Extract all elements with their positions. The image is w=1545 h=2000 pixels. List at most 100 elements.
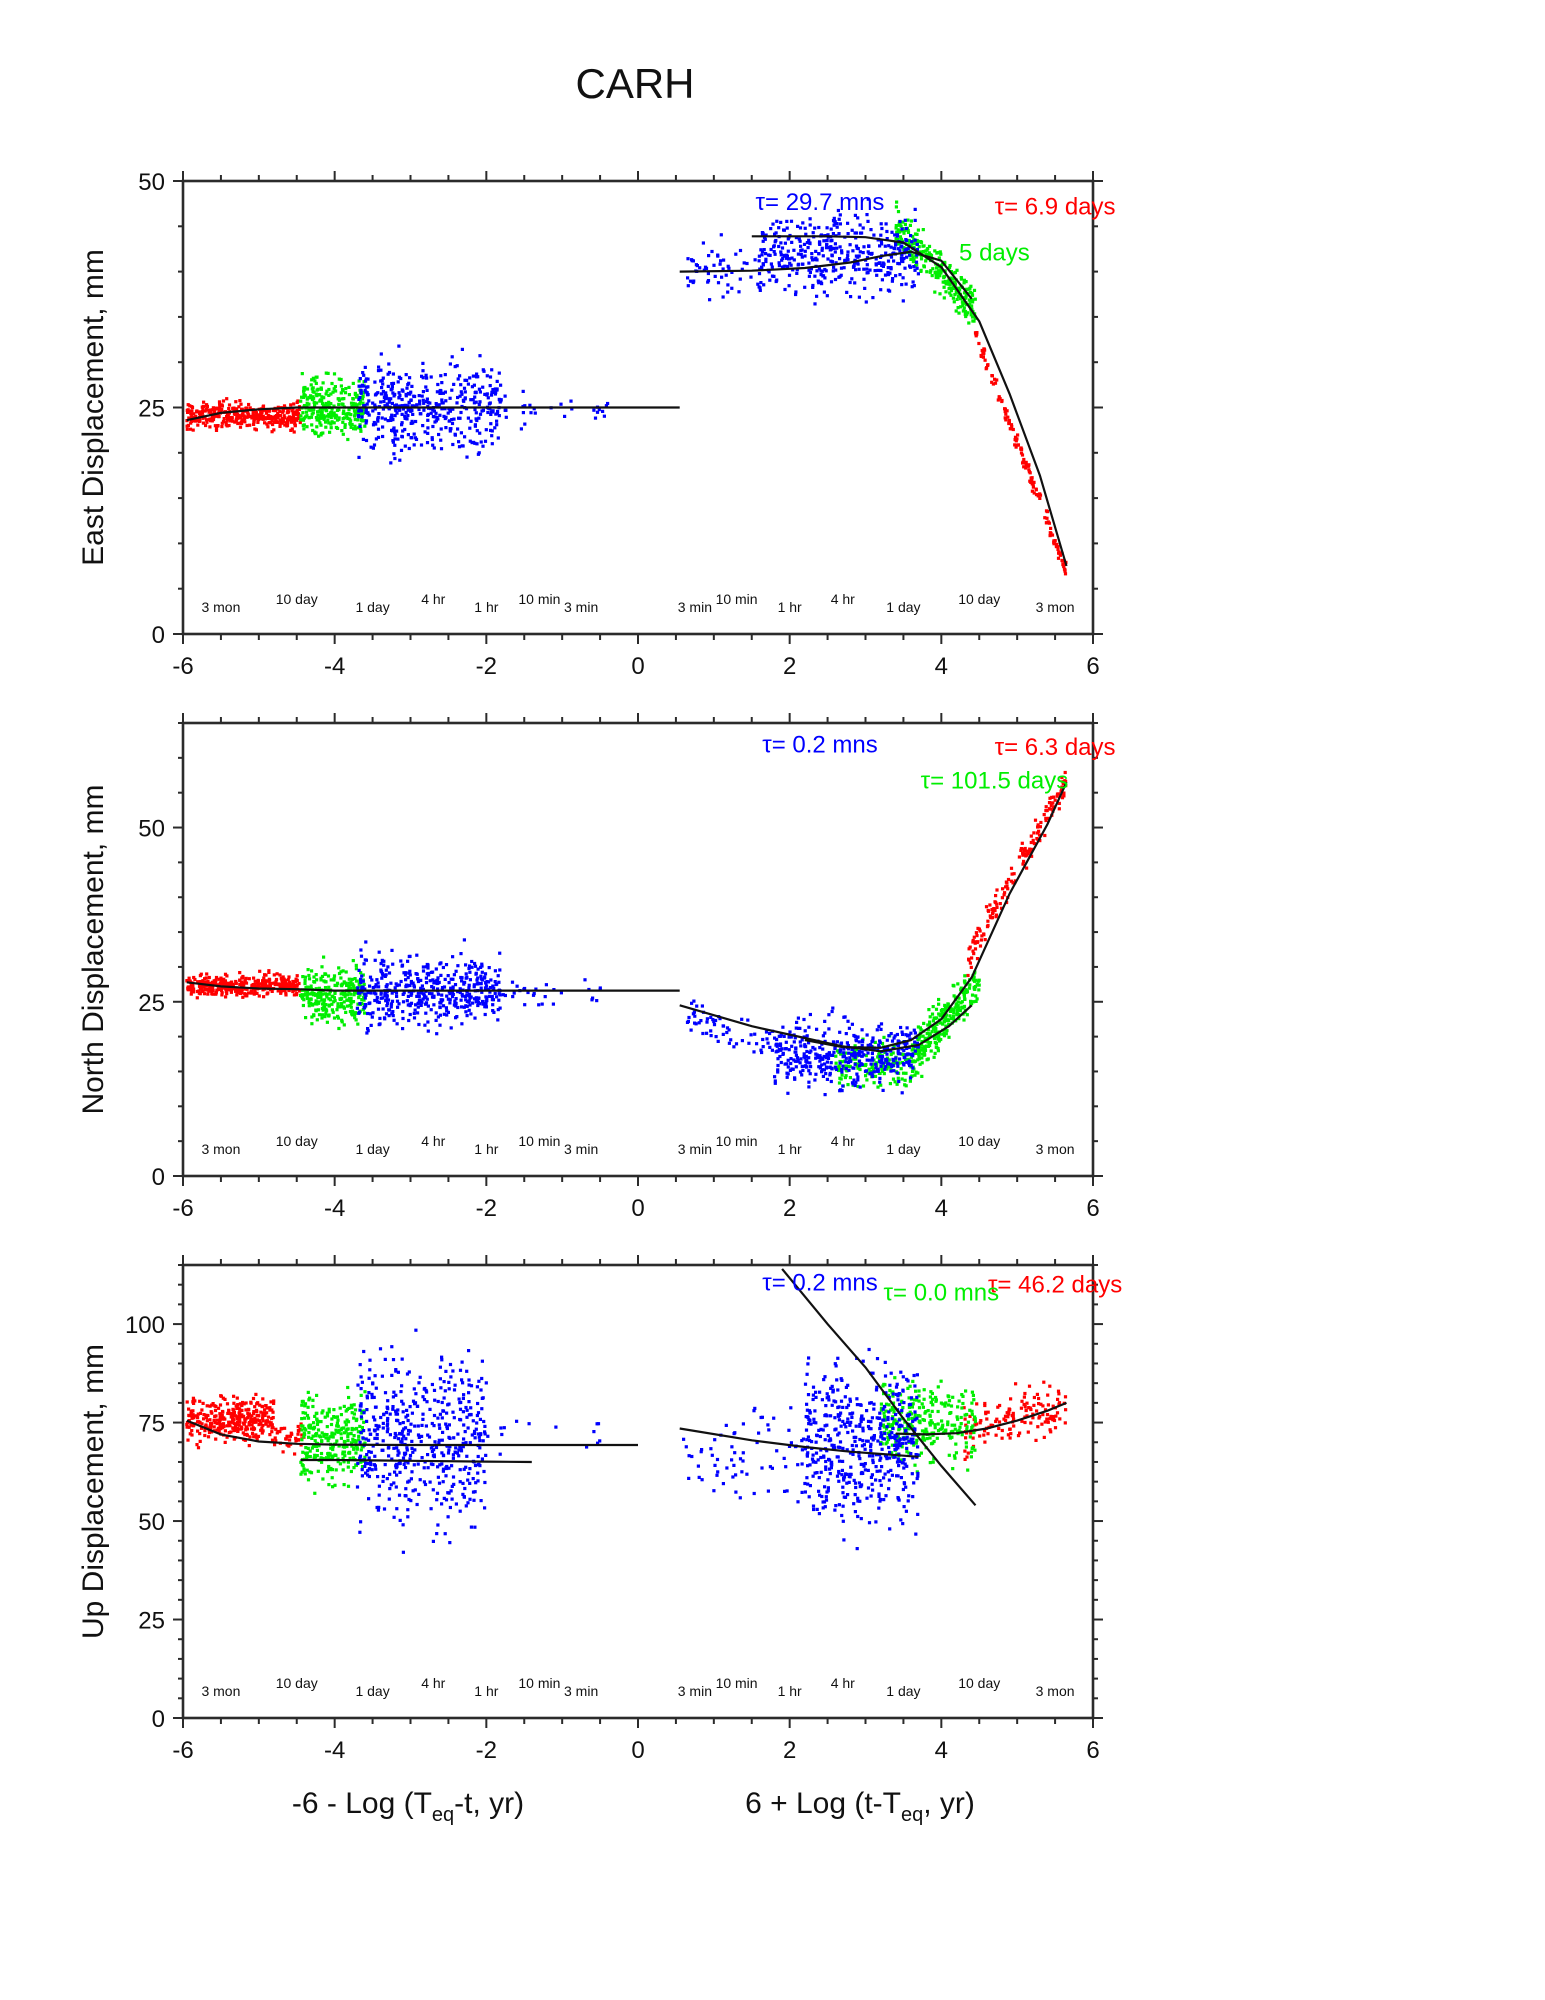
blue-data-point [820,246,824,250]
green-data-point [299,418,303,422]
blue-data-point [852,264,856,268]
red-data-point [198,1399,202,1403]
red-data-point [267,969,271,973]
red-data-point [293,1452,297,1456]
red-data-point [273,1436,277,1440]
fit-curve [804,781,1068,1049]
green-data-point [361,391,366,395]
green-data-point [302,404,307,408]
blue-data-point [436,976,440,980]
blue-data-point [892,259,896,263]
blue-data-point [897,1040,901,1044]
blue-data-point [393,414,397,418]
green-data-point [309,383,313,387]
blue-data-point [846,253,850,257]
red-data-point [1038,839,1042,843]
blue-data-point [847,1026,851,1030]
blue-data-point [431,978,435,982]
blue-data-point [422,401,426,405]
red-data-point [188,427,193,431]
red-data-point [276,989,280,993]
blue-data-point [476,981,480,985]
green-data-point [894,237,898,241]
red-data-point [297,407,301,412]
red-data-point [996,1405,1000,1409]
green-data-point [940,269,944,273]
green-data-point [350,1010,354,1014]
green-data-point [342,409,346,413]
y-tick-label: 25 [138,990,165,1017]
blue-data-point [418,399,422,403]
red-data-point [196,980,200,984]
blue-data-point [819,269,823,273]
red-data-point [240,1413,244,1417]
blue-data-point [901,1032,905,1036]
blue-data-point [827,1027,831,1031]
red-data-point [224,423,228,427]
red-data-point [288,1434,292,1438]
blue-data-point [400,423,404,427]
red-data-point [299,1422,303,1426]
blue-data-point [486,410,490,415]
blue-data-point [373,380,377,384]
green-data-point [353,1012,357,1016]
green-data-point [347,997,351,1001]
blue-data-point [472,983,476,987]
green-data-point [332,977,336,981]
green-data-point [955,1008,960,1012]
green-data-point [939,252,943,256]
green-data-point [343,425,347,429]
blue-data-point [407,990,411,994]
red-data-point [1009,879,1013,883]
blue-data-point [462,938,466,942]
red-data-point [259,417,263,421]
red-data-point [1049,803,1053,807]
green-data-point [320,1016,324,1020]
red-data-point [243,992,247,996]
red-data-point [195,1414,199,1418]
blue-data-point [407,954,411,959]
green-data-point [354,404,359,408]
green-data-point [963,981,967,985]
blue-data-point [856,1075,860,1079]
blue-data-point [887,244,891,248]
red-data-point [1019,446,1023,450]
green-data-point [939,1021,943,1025]
green-data-point [337,417,341,421]
red-data-point [233,1427,237,1431]
red-data-point [262,995,266,999]
red-data-point [224,995,228,999]
green-data-point [846,1083,850,1087]
green-data-point [341,432,345,436]
green-data-point [302,427,306,431]
blue-data-point [824,1056,828,1060]
blue-data-point [789,219,794,223]
blue-data-point [904,282,908,286]
blue-data-point [913,1049,917,1053]
blue-data-point [389,1002,394,1006]
blue-data-point [853,213,857,217]
red-data-point [225,397,229,401]
blue-data-point [460,976,464,980]
red-data-point [281,410,285,414]
red-data-point [229,1415,233,1419]
blue-data-point [459,952,463,956]
green-data-point [909,219,913,223]
blue-data-point [458,416,462,420]
red-data-point [254,1420,258,1424]
red-data-point [295,974,299,978]
blue-data-point [384,395,388,399]
blue-data-point [387,362,391,366]
green-data-point [330,1008,334,1012]
red-data-point [268,1433,272,1437]
blue-data-point [473,964,478,968]
green-data-point [329,402,333,406]
red-data-point [266,991,270,995]
blue-data-point [869,228,873,232]
blue-data-point [437,432,441,437]
blue-data-point [483,975,487,979]
red-data-point [1026,464,1031,468]
blue-data-point [802,242,807,246]
red-data-point [1009,427,1013,431]
green-data-point [332,404,336,408]
